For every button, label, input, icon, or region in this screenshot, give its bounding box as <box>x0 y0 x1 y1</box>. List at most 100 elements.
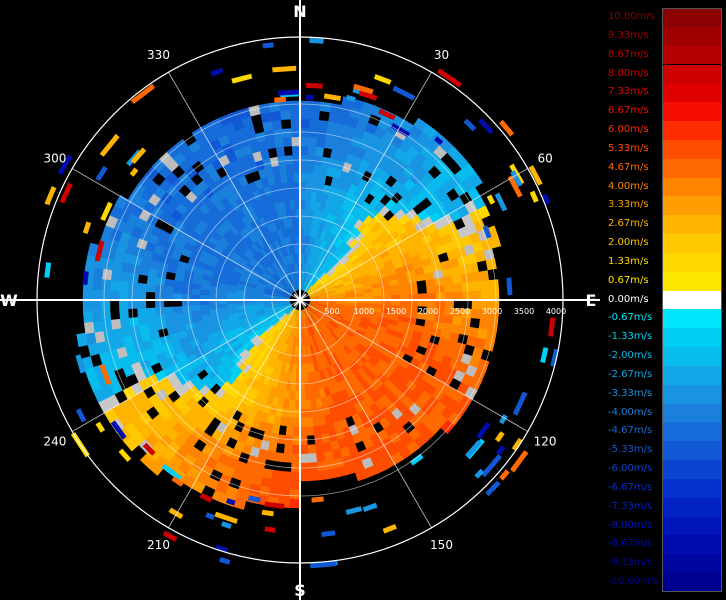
velocity-data-field <box>44 37 559 569</box>
color-scale-swatch <box>662 478 722 498</box>
range-label: 1500 <box>386 307 406 316</box>
compass-south: S <box>294 581 306 600</box>
range-label: 3000 <box>482 307 502 316</box>
color-scale-row: 10.00m/s <box>606 8 726 27</box>
color-scale-label: 4.67m/s <box>608 161 649 173</box>
bearing-label: 150 <box>430 538 453 552</box>
color-scale-row: -6.00m/s <box>606 460 726 479</box>
color-scale-row: -2.00m/s <box>606 347 726 366</box>
color-scale-row: -4.00m/s <box>606 403 726 423</box>
color-scale-label: 8.67m/s <box>608 48 649 60</box>
range-label: 500 <box>324 307 339 316</box>
color-scale-swatch <box>662 573 722 592</box>
bearing-spoke <box>299 71 432 301</box>
bearing-label: 210 <box>147 538 170 552</box>
color-scale-row: -1.33m/s <box>606 328 726 348</box>
color-scale-label: 4.00m/s <box>608 180 649 192</box>
color-scale-label: 0.00m/s <box>608 293 649 305</box>
color-scale-swatch <box>662 328 722 348</box>
color-scale-row: -4.67m/s <box>606 422 726 442</box>
range-labels: 500 1000 1500 2000 2500 3000 3500 4000 <box>324 307 566 316</box>
center-crosshair-icon <box>292 292 308 308</box>
color-scale-row: 2.67m/s <box>606 215 726 235</box>
color-scale-row: 6.67m/s <box>606 102 726 121</box>
color-scale-swatch <box>662 252 722 272</box>
velocity-color-scale: 10.00m/s 9.33m/s 8.67m/s 8.00m/s 7.33m/s 6.67… <box>606 8 726 592</box>
color-scale-row: -7.33m/s <box>606 497 726 517</box>
bearing-spoke <box>299 299 529 432</box>
bearing-spoke <box>299 168 529 301</box>
color-scale-row: -10.00m/s <box>606 573 726 592</box>
color-scale-row: 3.33m/s <box>606 196 726 216</box>
color-scale-row: 4.00m/s <box>606 177 726 197</box>
color-scale-swatch <box>662 271 722 291</box>
color-scale-row: -0.67m/s <box>606 309 726 329</box>
color-scale-label: -1.33m/s <box>608 331 653 343</box>
color-scale-label: 3.33m/s <box>608 199 649 211</box>
color-scale-label: 0.67m/s <box>608 274 649 286</box>
color-scale-label: 2.00m/s <box>608 237 649 249</box>
color-scale-row: -5.33m/s <box>606 441 726 461</box>
bearing-label: 60 <box>537 152 552 166</box>
compass-east: E <box>586 291 597 310</box>
color-scale-swatch <box>662 215 722 235</box>
color-scale-swatch <box>662 365 722 385</box>
color-scale-label: -9.33m/s <box>608 557 653 569</box>
color-scale-label: 1.33m/s <box>608 255 649 267</box>
color-scale-label: 7.33m/s <box>608 86 649 98</box>
color-scale-swatch <box>662 158 722 178</box>
color-scale-label: -7.33m/s <box>608 500 653 512</box>
color-scale-row: 0.67m/s <box>606 271 726 291</box>
color-scale-swatch <box>662 422 722 442</box>
bearing-label: 240 <box>43 435 66 449</box>
color-scale-label: -4.67m/s <box>608 425 653 437</box>
color-scale-row: 1.33m/s <box>606 252 726 272</box>
color-scale-label: 6.67m/s <box>608 105 649 117</box>
compass-north: N <box>293 2 306 21</box>
color-scale-row: 2.00m/s <box>606 234 726 253</box>
color-scale-swatch <box>662 460 722 479</box>
color-scale-row: 8.67m/s <box>606 45 726 65</box>
color-scale-row: 4.67m/s <box>606 158 726 178</box>
color-scale-swatch <box>662 290 722 310</box>
color-scale-swatch <box>662 102 722 121</box>
color-scale-label: 9.33m/s <box>608 29 649 41</box>
bearing-labels: 30 60 120 150 210 240 300 330 <box>43 48 556 552</box>
color-scale-label: -5.33m/s <box>608 444 653 456</box>
bearing-spoke <box>168 71 301 301</box>
range-label: 1000 <box>354 307 374 316</box>
color-scale-swatch <box>662 121 722 140</box>
range-label: 3500 <box>514 307 534 316</box>
color-scale-swatch <box>662 441 722 461</box>
bearing-label: 30 <box>434 48 449 62</box>
color-scale-label: -4.00m/s <box>608 406 653 418</box>
range-label: 2500 <box>450 307 470 316</box>
range-label: 4000 <box>546 307 566 316</box>
color-scale-swatch <box>662 309 722 329</box>
color-scale-swatch <box>662 554 722 574</box>
color-scale-row: 8.00m/s <box>606 64 726 84</box>
color-scale-swatch <box>662 403 722 423</box>
range-label: 2000 <box>418 307 438 316</box>
color-scale-label: 10.00m/s <box>608 11 655 22</box>
color-scale-swatch <box>662 26 722 46</box>
compass-labels: N S E W <box>0 2 596 600</box>
color-scale-label: 6.00m/s <box>608 124 649 136</box>
color-scale-swatch <box>662 177 722 197</box>
color-scale-row: -3.33m/s <box>606 384 726 404</box>
color-scale-swatch <box>662 83 722 103</box>
color-scale-swatch <box>662 516 722 536</box>
color-scale-label: -0.67m/s <box>608 312 653 324</box>
color-scale-label: -8.67m/s <box>608 538 653 550</box>
color-scale-label: 2.67m/s <box>608 218 649 230</box>
color-scale-row: -8.67m/s <box>606 535 726 555</box>
color-scale-label: -3.33m/s <box>608 387 653 399</box>
color-scale-label: -2.67m/s <box>608 368 653 380</box>
color-scale-swatch <box>662 384 722 404</box>
color-scale-swatch <box>662 45 722 65</box>
bearing-label: 120 <box>534 435 557 449</box>
bearing-spoke <box>168 299 301 529</box>
color-scale-swatch <box>662 535 722 555</box>
color-scale-row: 0.00m/s <box>606 290 726 310</box>
color-scale-label: -10.00m/s <box>608 576 659 588</box>
